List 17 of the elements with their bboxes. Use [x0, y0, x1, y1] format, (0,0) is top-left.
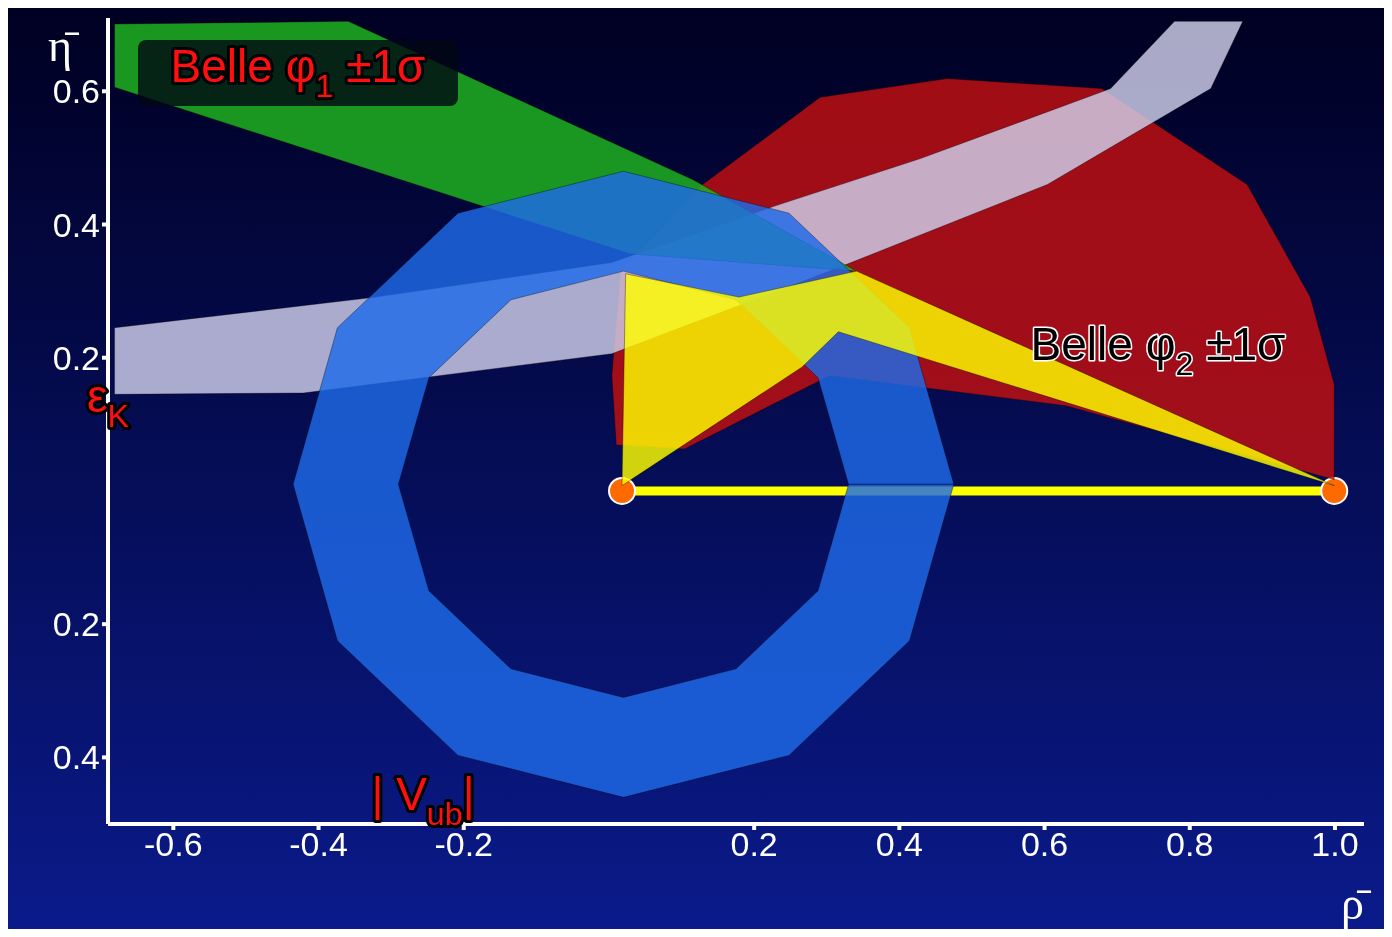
x-tick-label: 0.4 — [875, 825, 923, 864]
x-tick-label: -0.4 — [289, 825, 348, 864]
y-tick-label: 0.6 — [52, 72, 100, 111]
y-tick-label: 0.2 — [52, 605, 100, 644]
x-tick-label: 0.6 — [1020, 825, 1069, 864]
annotation: Belle φ$_{1}$ ±1σ — [170, 40, 426, 104]
annotation: Belle φ$_{2}$ ±1σ — [1030, 318, 1286, 382]
x-axis-title: ρ̄ — [1341, 878, 1372, 929]
x-tick-label: 0.8 — [1166, 825, 1214, 864]
y-axis-title: η̄ — [48, 19, 81, 71]
x-tick-label: -0.6 — [144, 825, 203, 864]
x-tick-label: 1.0 — [1311, 825, 1359, 864]
x-tick-label: 0.2 — [730, 825, 778, 864]
y-tick-label: 0.2 — [52, 338, 100, 377]
x-tick-label: -0.2 — [434, 825, 494, 864]
y-tick-label: 0.4 — [52, 738, 100, 777]
y-tick-label: 0.4 — [52, 205, 100, 244]
